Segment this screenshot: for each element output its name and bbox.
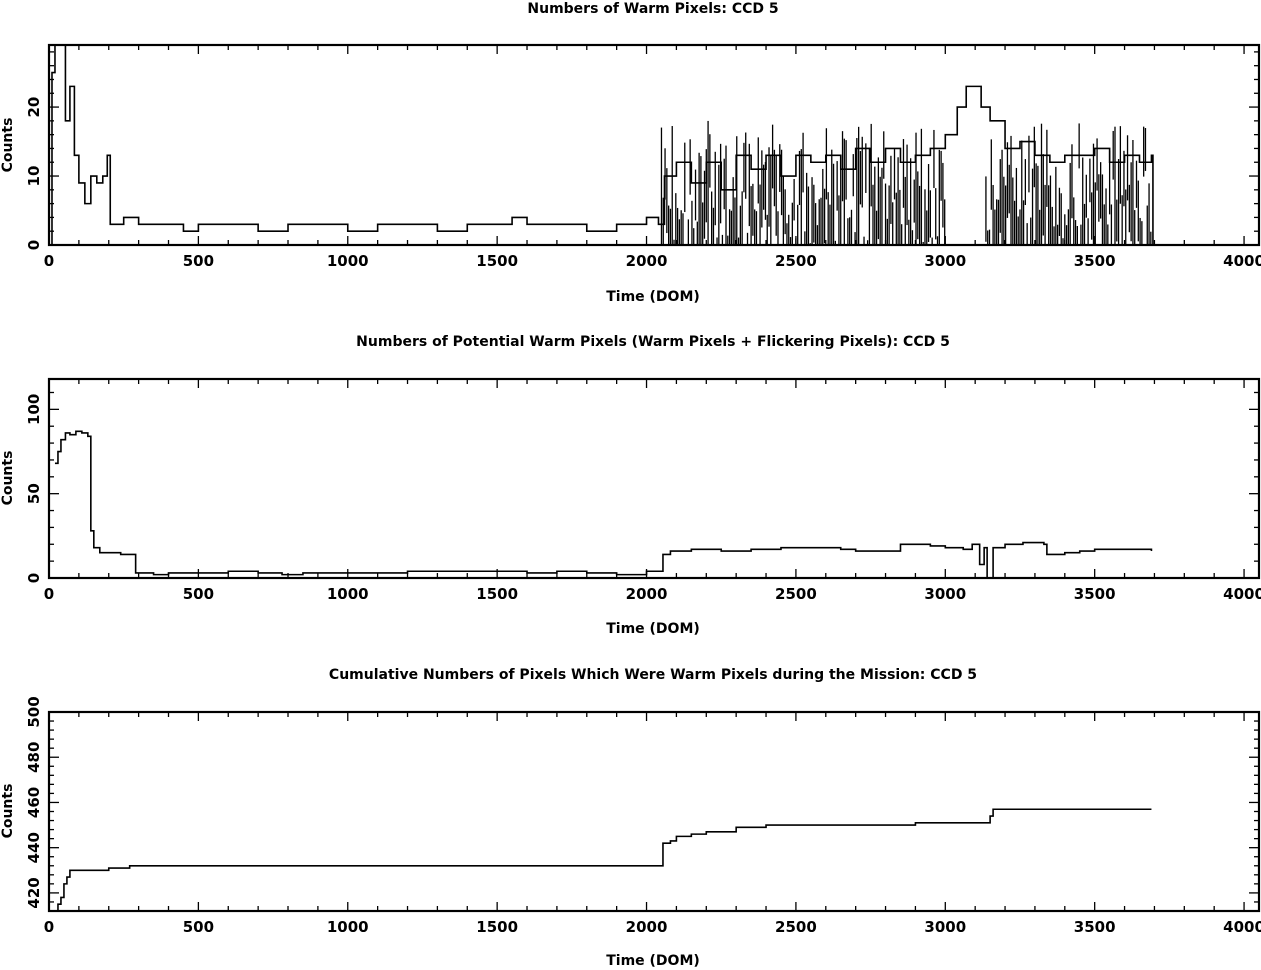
- y-tick-labels: 420 440 460 480 500: [25, 696, 43, 908]
- y-axis-label: Counts: [0, 118, 16, 173]
- x-tick-label: 500: [183, 585, 214, 603]
- panel-potential-warm-pixels: Numbers of Potential Warm Pixels (Warm P…: [0, 334, 1261, 637]
- y-axis-label: Counts: [0, 784, 16, 839]
- y-tick-label: 20: [25, 97, 43, 118]
- noise-bands: [660, 120, 1152, 245]
- y-axis-label: Counts: [0, 451, 16, 506]
- x-tick-label: 1500: [476, 585, 518, 603]
- series-layer: [54, 430, 1153, 579]
- x-tick-label: 500: [183, 252, 214, 270]
- x-tick-label: 4000: [1223, 918, 1261, 936]
- x-tick-label: 3000: [924, 918, 966, 936]
- panel-cumulative-warm-pixels: Cumulative Numbers of Pixels Which Were …: [0, 667, 1261, 969]
- x-tick-label: 1000: [327, 585, 369, 603]
- chart-title: Cumulative Numbers of Pixels Which Were …: [329, 667, 977, 683]
- y-tick-labels: 0 50 100: [25, 394, 43, 584]
- y-tick-label: 420: [25, 877, 43, 908]
- x-tick-label: 4000: [1223, 252, 1261, 270]
- y-tick-labels: 0 10 20: [25, 97, 43, 251]
- y-tick-label: 500: [25, 696, 43, 727]
- x-tick-label: 1500: [476, 918, 518, 936]
- x-tick-label: 0: [44, 585, 54, 603]
- x-tick-label: 2500: [775, 918, 817, 936]
- y-tick-label: 480: [25, 742, 43, 773]
- x-axis-label: Time (DOM): [606, 621, 700, 637]
- x-tick-labels: 0 500 1000 1500 2000 2500 3000 3500 4000: [44, 918, 1261, 936]
- y-tick-label: 0: [25, 573, 43, 583]
- x-tick-label: 2000: [626, 252, 668, 270]
- series-line: [54, 808, 1152, 912]
- y-tick-label: 0: [25, 240, 43, 250]
- ticks: [48, 379, 1259, 579]
- panel-warm-pixels: Numbers of Warm Pixels: CCD 5 Counts Tim…: [0, 1, 1261, 305]
- x-tick-label: 0: [44, 918, 54, 936]
- x-tick-label: 2000: [626, 585, 668, 603]
- x-tick-label: 3500: [1074, 252, 1116, 270]
- y-tick-label: 460: [25, 787, 43, 818]
- ticks: [48, 45, 1259, 246]
- x-tick-label: 0: [44, 252, 54, 270]
- series-layer: [48, 44, 1260, 246]
- ticks: [48, 711, 1259, 912]
- x-tick-label: 3500: [1074, 585, 1116, 603]
- x-tick-label: 3000: [924, 252, 966, 270]
- chart-title: Numbers of Warm Pixels: CCD 5: [527, 1, 778, 17]
- series-layer: [54, 808, 1152, 912]
- y-tick-label: 10: [25, 166, 43, 187]
- x-tick-labels: 0 500 1000 1500 2000 2500 3000 3500 4000: [44, 252, 1261, 270]
- x-tick-label: 500: [183, 918, 214, 936]
- x-tick-label: 1500: [476, 252, 518, 270]
- y-tick-label: 100: [25, 394, 43, 425]
- series-line: [49, 44, 1259, 246]
- plot-frame: [47, 43, 1261, 247]
- x-axis-label: Time (DOM): [606, 289, 700, 305]
- y-tick-label: 440: [25, 832, 43, 863]
- x-tick-label: 2000: [626, 918, 668, 936]
- x-tick-label: 3500: [1074, 918, 1116, 936]
- x-tick-label: 1000: [327, 918, 369, 936]
- series-line: [54, 430, 1153, 579]
- x-tick-label: 2500: [775, 252, 817, 270]
- x-tick-label: 3000: [924, 585, 966, 603]
- plot-frame: [47, 710, 1261, 913]
- x-tick-label: 4000: [1223, 585, 1261, 603]
- x-tick-label: 1000: [327, 252, 369, 270]
- x-tick-label: 2500: [775, 585, 817, 603]
- y-tick-label: 50: [25, 483, 43, 504]
- chart-title: Numbers of Potential Warm Pixels (Warm P…: [356, 334, 950, 350]
- plot-frame: [47, 377, 1261, 580]
- x-tick-labels: 0 500 1000 1500 2000 2500 3000 3500 4000: [44, 585, 1261, 603]
- x-axis-label: Time (DOM): [606, 953, 700, 969]
